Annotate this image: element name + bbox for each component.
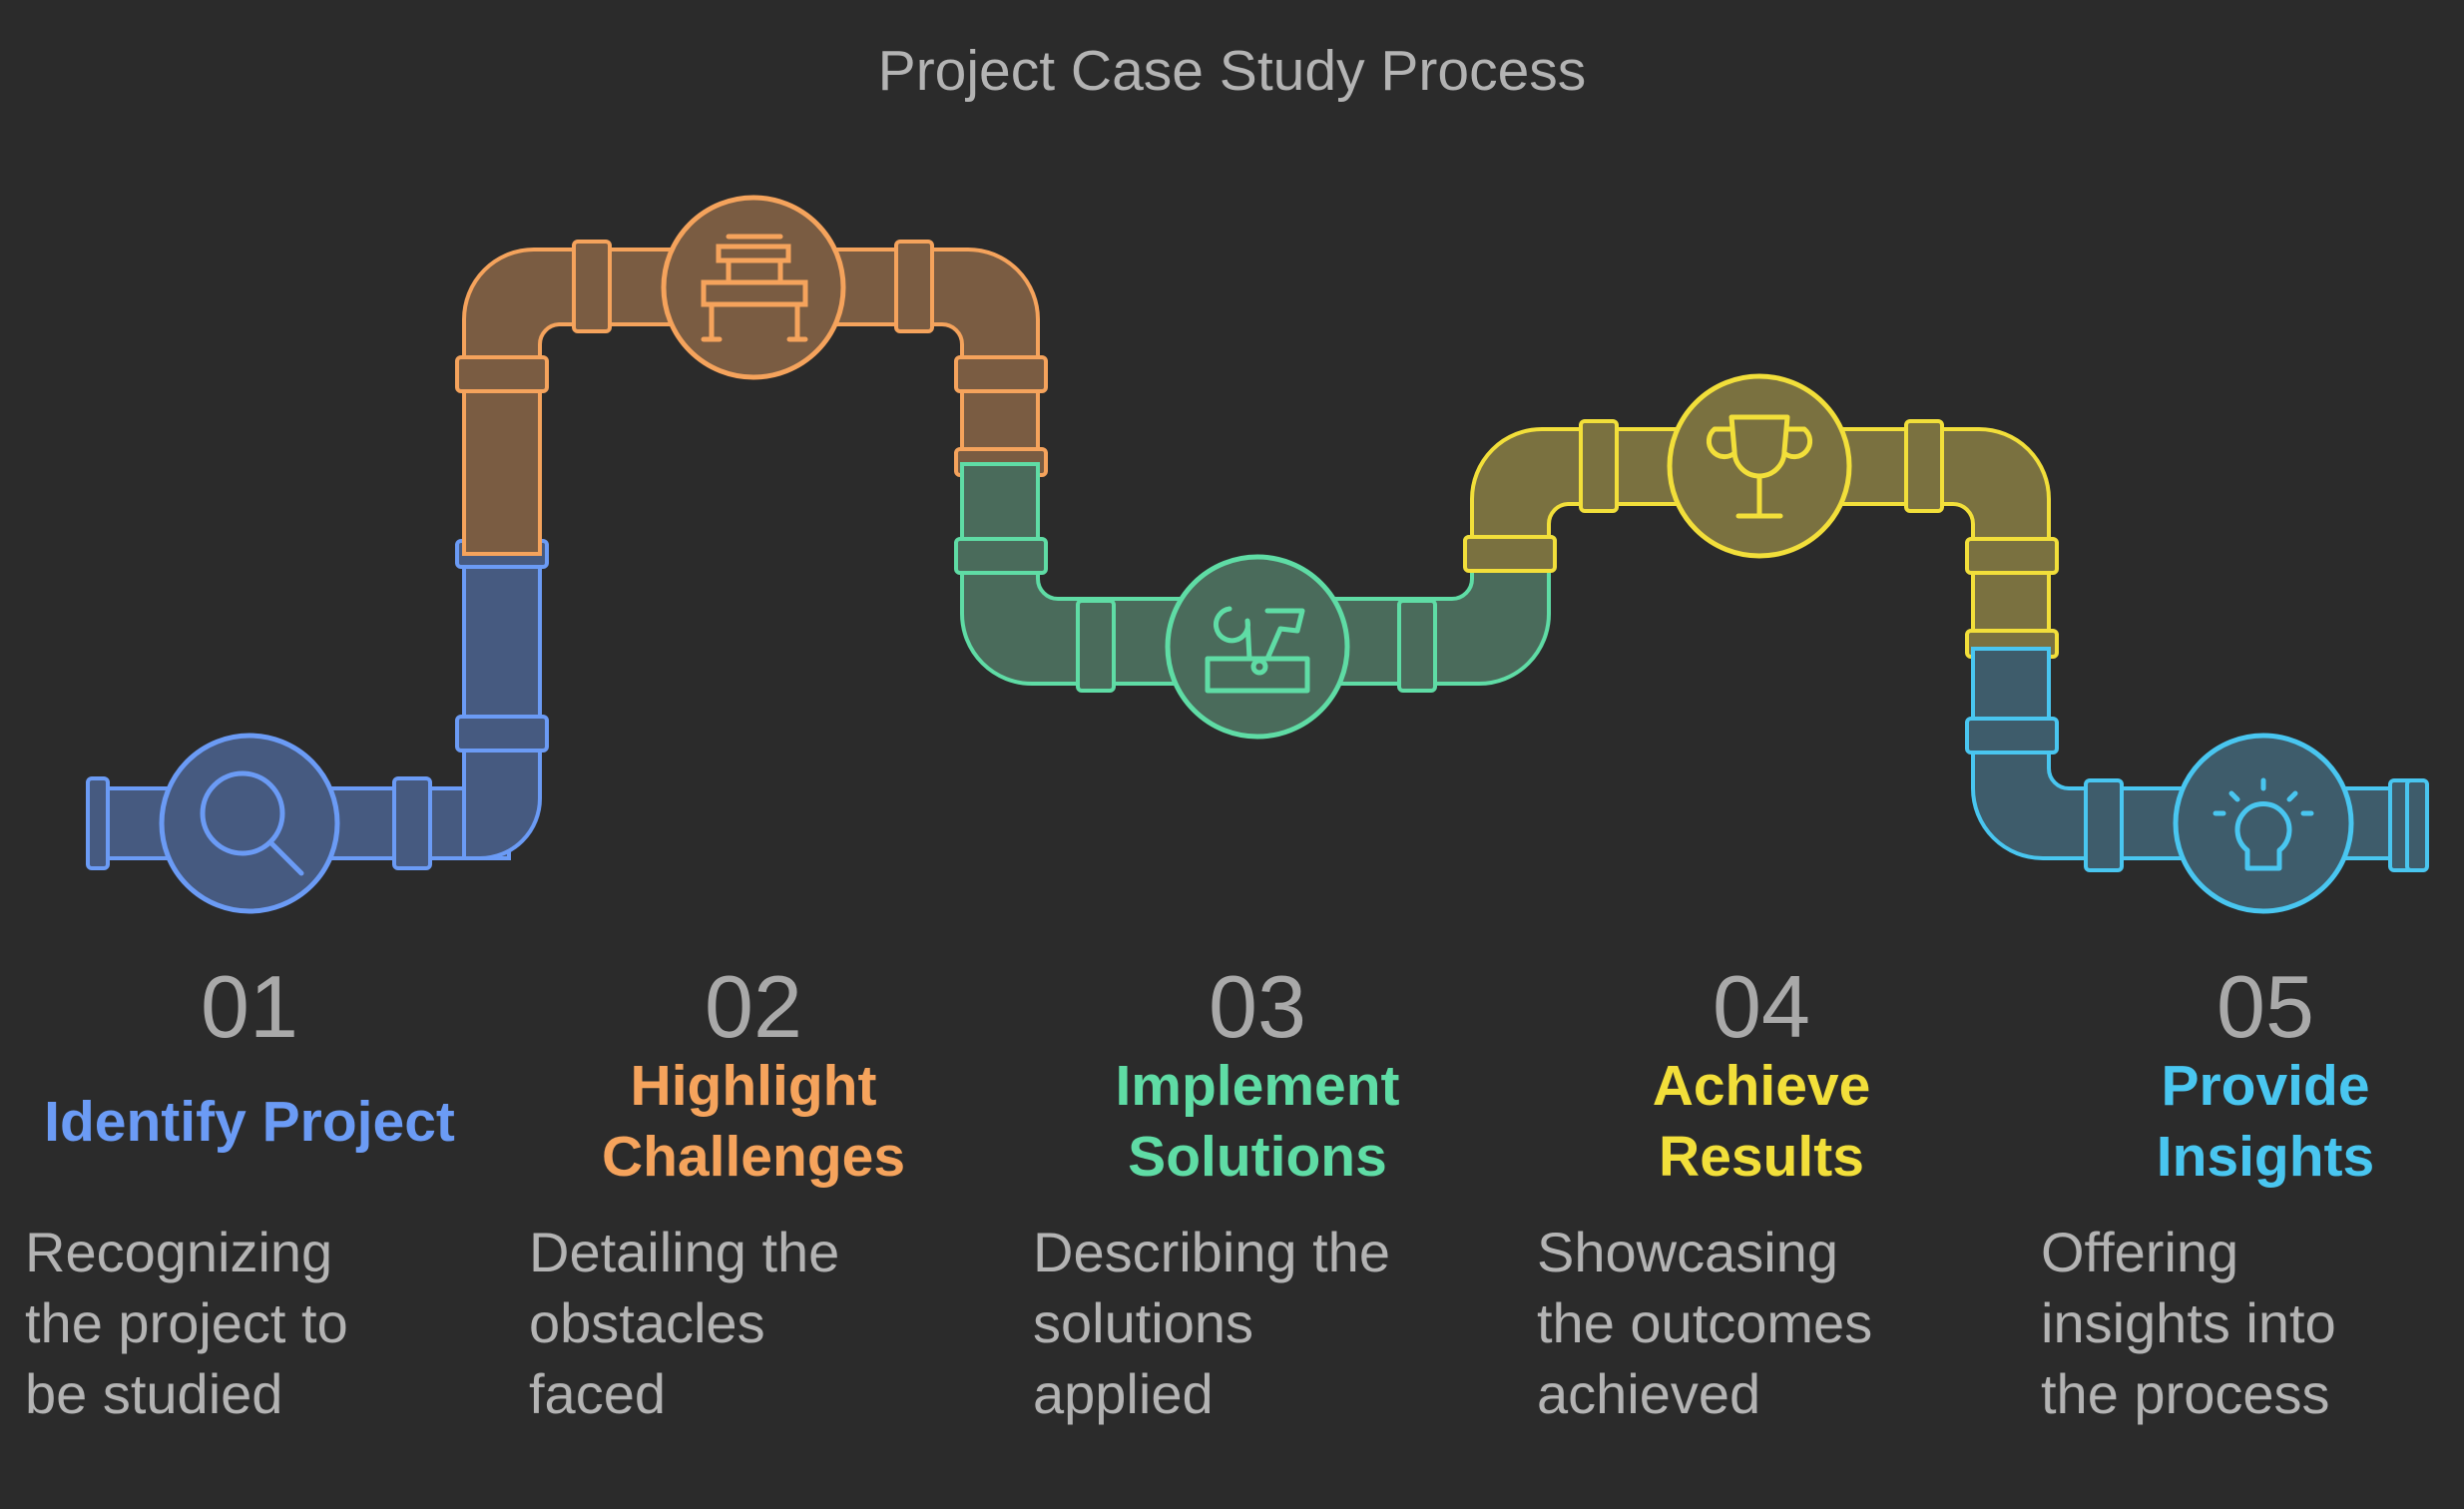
step-number: 01 (201, 957, 298, 1056)
step-title: Achieve Results (1652, 1054, 1871, 1189)
step-description: Recognizing the project to be studied (25, 1221, 348, 1425)
hub-results (1667, 373, 1852, 559)
hurdle-icon (701, 234, 808, 342)
step-number: 02 (705, 957, 802, 1056)
pipeline-diagram (86, 195, 2429, 914)
hub-insights (2173, 733, 2354, 914)
hub-challenges (661, 195, 846, 380)
lightbulb-icon (2213, 777, 2314, 871)
step-number: 03 (1209, 957, 1306, 1056)
step-challenges: 02 Highlight Challenges Detailing the ob… (519, 963, 988, 1429)
step-description: Offering insights into the process (2041, 1221, 2336, 1425)
step-title: Highlight Challenges (601, 1054, 906, 1189)
step-title: Provide Insights (2156, 1054, 2375, 1189)
magnifying-glass-icon (200, 770, 304, 876)
step-title: Implement Solutions (1115, 1054, 1400, 1189)
pipe-segment-solutions (954, 462, 1557, 693)
step-number: 05 (2217, 957, 2314, 1056)
trophy-icon (1706, 414, 1813, 519)
step-solutions: 03 Implement Solutions Describing the so… (1023, 963, 1492, 1429)
step-insights: 05 Provide Insights Offering insights in… (2031, 963, 2464, 1429)
step-description: Detailing the obstacles faced (529, 1221, 840, 1425)
step-title: Identify Project (44, 1089, 455, 1154)
pipe-segment-results (1463, 419, 2059, 659)
step-description: Showcasing the outcomes achieved (1537, 1221, 1873, 1425)
toolbox-icon (1205, 606, 1310, 694)
step-description: Describing the solutions applied (1033, 1221, 1390, 1425)
step-identify: 01 Identify Project Recognizing the proj… (15, 963, 484, 1429)
hub-solutions (1165, 554, 1350, 740)
page-title: Project Case Study Process (877, 39, 1587, 103)
step-number: 04 (1713, 957, 1810, 1056)
step-results: 04 Achieve Results Showcasing the outcom… (1527, 963, 1996, 1429)
hub-identify (159, 733, 340, 914)
